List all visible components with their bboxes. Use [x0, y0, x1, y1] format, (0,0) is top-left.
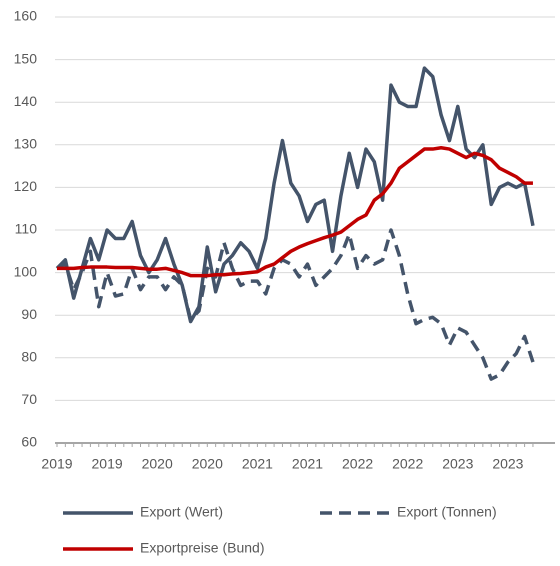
- y-tick-label: 110: [15, 221, 38, 237]
- x-tick-label: 2019: [92, 456, 123, 472]
- y-tick-label: 90: [21, 306, 37, 322]
- x-tick-label: 2020: [142, 456, 173, 472]
- x-tick-label: 2023: [442, 456, 473, 472]
- y-tick-label: 130: [14, 136, 38, 152]
- x-tick-label: 2022: [342, 456, 373, 472]
- data-line: [55, 66, 535, 324]
- y-tick-label: 160: [14, 8, 38, 24]
- y-tick-label: 120: [14, 178, 38, 194]
- y-tick-label: 100: [14, 263, 38, 279]
- y-tick-label: 80: [21, 349, 37, 365]
- x-tick-label: 2022: [392, 456, 423, 472]
- y-tick-label: 150: [14, 50, 38, 66]
- y-tick-label: 140: [14, 93, 38, 109]
- data-line: [57, 146, 533, 278]
- x-tick-label: 2021: [242, 456, 273, 472]
- x-tick-label: 2021: [292, 456, 323, 472]
- x-tick-label: 2020: [192, 456, 223, 472]
- legend-label: Export (Wert): [140, 504, 223, 520]
- x-tick-label: 2019: [41, 456, 72, 472]
- legend-label: Exportpreise (Bund): [140, 540, 265, 556]
- data-line: [56, 228, 535, 381]
- legend-label: Export (Tonnen): [397, 504, 497, 520]
- y-tick-label: 60: [21, 434, 37, 450]
- x-tick-label: 2023: [492, 456, 523, 472]
- y-tick-label: 70: [21, 391, 37, 407]
